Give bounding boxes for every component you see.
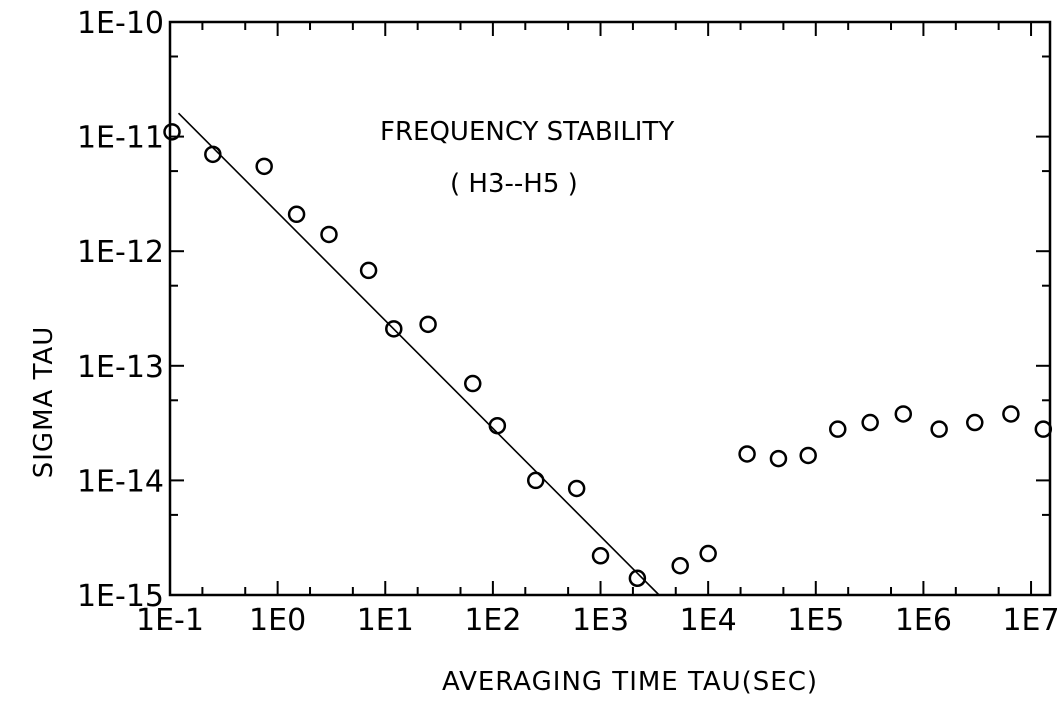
x-tick-label: 1E-1	[136, 603, 204, 638]
y-axis-title: SIGMA TAU	[29, 326, 59, 478]
chart-annotation-title: FREQUENCY STABILITY	[380, 117, 674, 147]
y-tick-label: 1E-10	[77, 6, 164, 41]
y-tick-label: 1E-13	[77, 350, 164, 385]
plot-frame	[168, 20, 1052, 597]
data-point	[464, 374, 482, 393]
data-point	[829, 420, 847, 438]
x-tick-label: 1E0	[249, 603, 306, 638]
x-tick-label: 1E1	[357, 603, 414, 638]
data-point	[738, 445, 756, 463]
data-point	[769, 449, 788, 468]
data-point	[419, 315, 437, 334]
data-point	[591, 547, 610, 565]
x-tick-label: 1E7	[1002, 603, 1058, 638]
x-tick-label: 1E3	[572, 603, 629, 638]
data-point	[287, 205, 306, 224]
x-tick-label: 1E2	[464, 603, 521, 638]
data-point	[799, 446, 817, 465]
y-tick-label: 1E-14	[77, 464, 164, 499]
data-point	[894, 405, 913, 423]
data-point	[699, 544, 717, 563]
y-tick-label: 1E-11	[77, 121, 164, 156]
fit-line	[177, 112, 660, 596]
data-point	[488, 416, 507, 435]
x-tick-label: 1E4	[680, 603, 737, 638]
y-tick-label: 1E-12	[77, 235, 164, 270]
data-point	[359, 261, 378, 280]
x-axis-title: AVERAGING TIME TAU(SEC)	[442, 667, 818, 697]
y-tick-label: 1E-15	[77, 579, 164, 614]
data-point	[671, 556, 689, 575]
data-point	[320, 225, 338, 244]
x-tick-label: 1E5	[787, 603, 844, 638]
data-point	[861, 413, 879, 432]
data-point	[255, 157, 273, 176]
data-point	[1034, 420, 1053, 438]
data-point	[163, 123, 181, 141]
data-point	[526, 471, 545, 490]
data-point	[204, 145, 222, 164]
data-point	[567, 479, 586, 498]
x-tick-label: 1E6	[895, 603, 952, 638]
data-point	[628, 569, 647, 588]
data-point	[385, 320, 403, 338]
data-point	[930, 420, 948, 438]
data-point	[1002, 405, 1020, 423]
chart-annotation-subtitle: ( H3--H5 )	[450, 169, 578, 199]
data-point	[966, 413, 984, 432]
